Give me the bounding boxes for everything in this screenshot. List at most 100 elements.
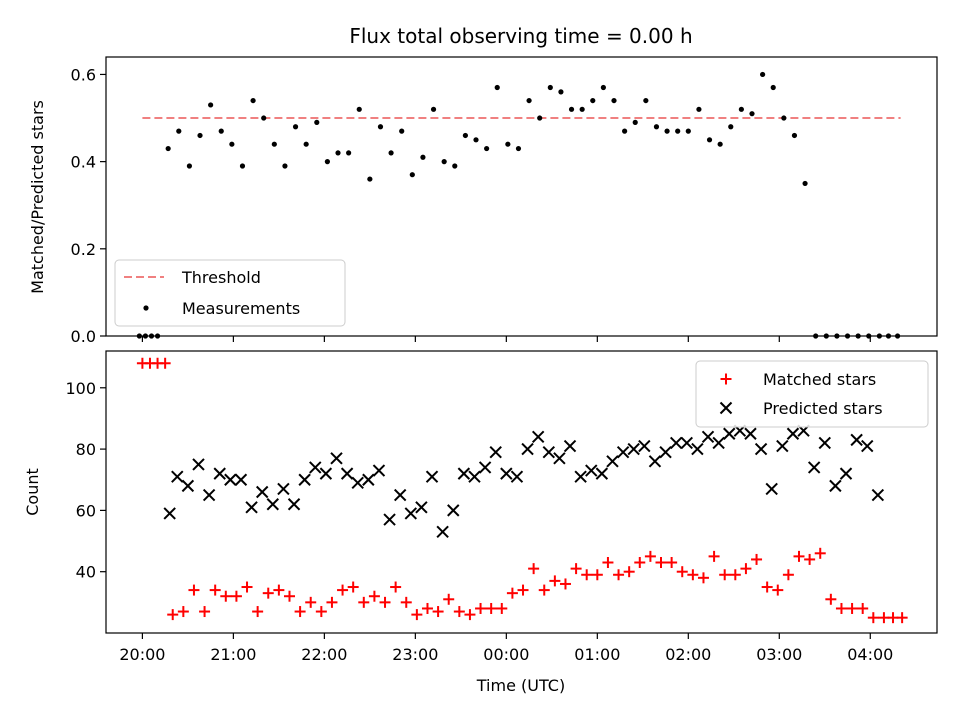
top-y-axis-label: Matched/Predicted stars (28, 100, 47, 294)
y-tick-label: 0.6 (71, 65, 96, 84)
matched-star-point (506, 587, 518, 599)
predicted-star-point (213, 467, 226, 480)
bottom-legend-box (695, 360, 929, 428)
predicted-star-point (245, 501, 258, 514)
measurement-point (717, 141, 723, 147)
matched-star-point (644, 550, 656, 562)
bottom-legend: Matched stars Predicted stars (695, 360, 929, 428)
matched-star-point (602, 557, 614, 568)
predicted-star-point (447, 504, 460, 517)
measurement-point (229, 141, 235, 147)
bottom-y-axis: 40 60 80 100 (65, 379, 106, 582)
legend-matched-marker (720, 373, 732, 385)
measurement-point (399, 128, 405, 134)
matched-star-point (294, 606, 306, 618)
predicted-star-point (277, 482, 290, 496)
measurement-point (208, 102, 214, 108)
matched-star-point (740, 563, 752, 575)
measurement-point (600, 84, 606, 91)
measurement-point (292, 124, 299, 130)
predicted-star-point (436, 525, 449, 539)
matched-star-point (591, 569, 603, 581)
measurement-point (176, 128, 182, 134)
y-tick-label: 80 (76, 440, 96, 459)
legend-measurements-swatch (143, 305, 149, 311)
top-legend: Threshold Measurements (114, 259, 346, 327)
measurement-point (770, 84, 776, 91)
measurement-point (802, 180, 808, 187)
x-tick-label: 21:00 (210, 645, 256, 664)
predicted-star-point (563, 439, 577, 453)
measurement-point (749, 111, 755, 117)
measurement-point (537, 115, 543, 121)
predicted-star-point (744, 427, 757, 440)
predicted-star-point (372, 464, 386, 477)
measurement-point (547, 84, 553, 91)
predicted-star-point (638, 439, 651, 453)
matched-star-point (347, 581, 359, 593)
measurement-point (622, 128, 628, 134)
predicted-star-point (680, 436, 693, 450)
matched-star-point (697, 572, 709, 584)
top-plot-marks (136, 71, 901, 339)
matched-star-point (283, 590, 295, 602)
predicted-star-point (574, 470, 587, 483)
matched-star-point (411, 609, 423, 621)
y-tick-label: 100 (65, 379, 96, 398)
measurement-point (473, 137, 479, 143)
predicted-star-point (457, 467, 471, 480)
top-plot-frame (105, 56, 938, 337)
measurement-point (526, 97, 532, 104)
predicted-star-point (489, 445, 502, 459)
matched-star-point (432, 606, 444, 618)
measurement-point (250, 97, 256, 104)
predicted-star-point (298, 473, 311, 486)
x-tick-label: 23:00 (392, 645, 438, 664)
y-tick-label: 60 (76, 501, 96, 520)
legend-matched-swatch (720, 373, 732, 385)
predicted-star-point (754, 442, 768, 456)
top-legend-box (114, 259, 346, 327)
matched-star-point (570, 563, 582, 575)
predicted-star-point (691, 442, 704, 456)
measurement-point (696, 106, 702, 112)
predicted-star-point (393, 488, 407, 502)
matched-star-point (453, 606, 465, 618)
measurement-point (356, 106, 362, 112)
y-tick-label: 0.0 (71, 327, 96, 346)
predicted-star-point (839, 467, 853, 480)
measurement-point (430, 106, 437, 112)
matched-star-point (315, 606, 327, 618)
matched-star-point (538, 584, 550, 596)
predicted-star-point (669, 436, 683, 450)
predicted-star-point (701, 430, 715, 444)
matched-star-point (719, 569, 731, 581)
matched-star-point (230, 590, 242, 602)
predicted-star-point (415, 501, 428, 514)
measurement-point (282, 163, 288, 169)
matched-star-point (549, 575, 561, 587)
x-tick-label: 00:00 (483, 645, 529, 664)
matched-star-point (517, 584, 529, 596)
matched-star-point (252, 606, 264, 618)
predicted-star-point (425, 470, 439, 483)
measurement-point (611, 97, 617, 104)
predicted-star-point (521, 442, 534, 456)
matched-star-point (857, 602, 869, 614)
predicted-star-point (309, 461, 322, 474)
predicted-star-point (616, 445, 630, 459)
predicted-star-point (850, 433, 863, 447)
x-tick-label: 02:00 (665, 645, 711, 664)
matched-star-point (825, 593, 837, 605)
measurement-point (494, 84, 500, 91)
matched-star-point (337, 584, 349, 596)
matched-star-point (209, 584, 221, 596)
measurement-point (346, 150, 352, 156)
measurement-point (568, 106, 575, 112)
y-tick-label: 0.4 (71, 153, 96, 172)
matched-star-point (177, 606, 189, 618)
predicted-star-point (478, 461, 492, 474)
predicted-star-point (404, 507, 418, 520)
predicted-star-point (202, 488, 216, 502)
matched-star-point (220, 590, 232, 602)
